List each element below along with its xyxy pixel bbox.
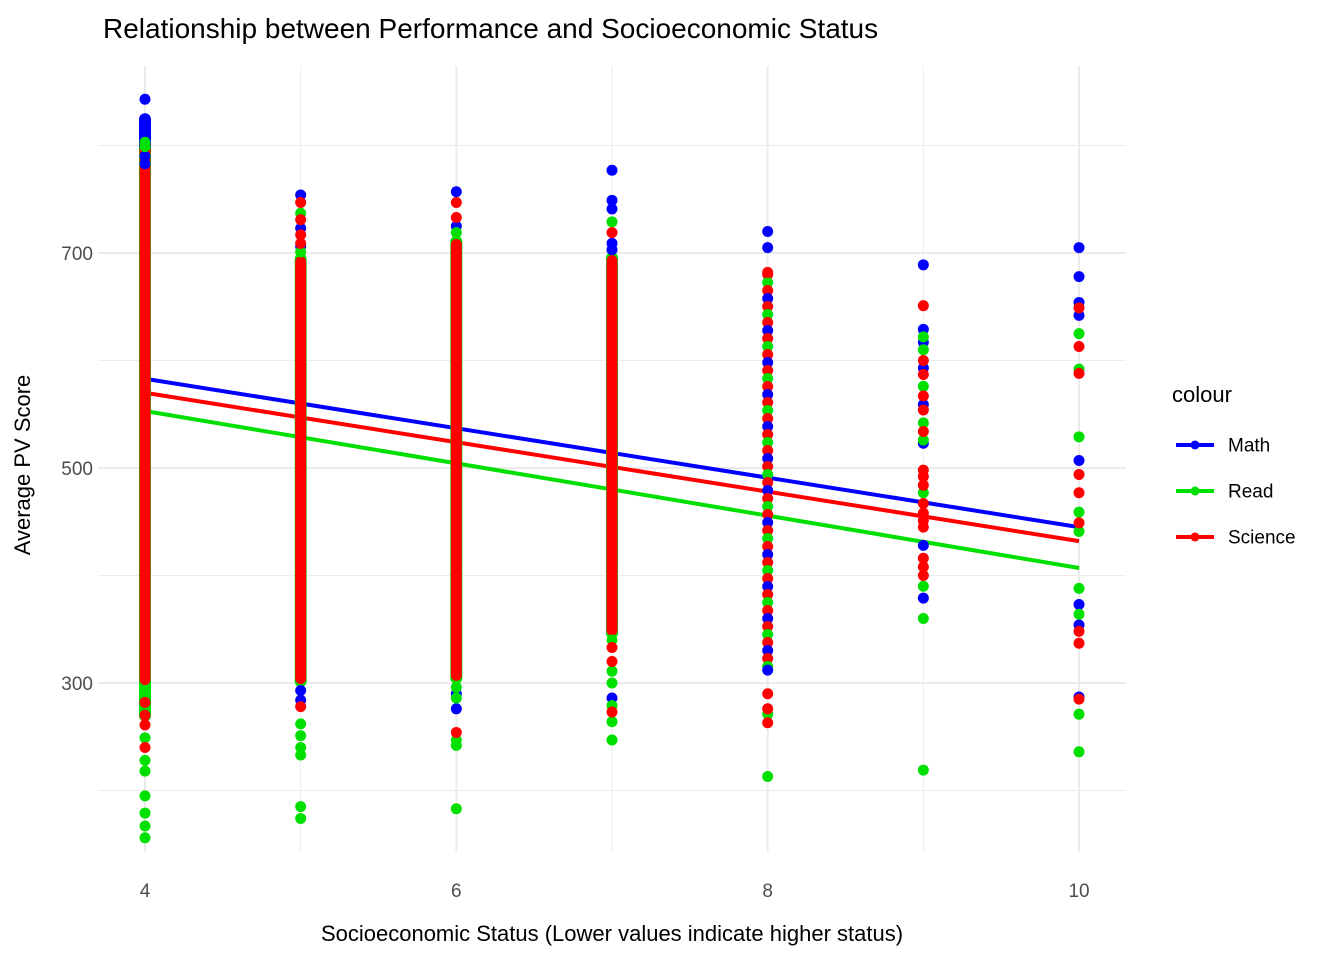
y-tick-label: 700	[61, 244, 93, 265]
x-tick-label: 6	[451, 881, 462, 902]
legend-key-dot-math	[1190, 440, 1200, 450]
legend: colour Math Read Science	[1172, 382, 1296, 549]
x-tick-label: 8	[762, 881, 773, 902]
legend-entry-read: Read	[1176, 482, 1273, 503]
legend-key-dot-science	[1190, 532, 1200, 542]
x-tick-label: 4	[140, 881, 151, 902]
legend-label-math: Math	[1228, 436, 1270, 457]
points-read	[139, 136, 1085, 844]
legend-entry-science: Science	[1176, 528, 1296, 549]
legend-entry-math: Math	[1176, 436, 1270, 457]
legend-label-science: Science	[1228, 528, 1296, 549]
legend-label-read: Read	[1228, 482, 1273, 503]
x-tick-label: 10	[1068, 881, 1089, 902]
dense-strip-science-ses5	[295, 256, 307, 685]
y-tick-label: 500	[61, 459, 93, 480]
legend-entries: Math Read Science	[1176, 436, 1296, 549]
y-axis-title: Average PV Score	[10, 375, 35, 556]
data-points	[139, 93, 1085, 844]
dense-strip-science-ses7	[606, 255, 618, 636]
x-axis-title: Socioeconomic Status (Lower values indic…	[321, 921, 903, 946]
dense-strip-science-ses6	[450, 239, 462, 681]
legend-key-dot-read	[1190, 486, 1200, 496]
dense-point-strips	[139, 113, 774, 722]
x-tick-labels: 4 6 8 10	[140, 881, 1090, 902]
y-tick-label: 300	[61, 674, 93, 695]
y-tick-labels: 300 500 700	[61, 244, 93, 695]
points-science	[139, 196, 1085, 753]
dense-strip-science-ses4	[139, 139, 151, 686]
legend-title: colour	[1172, 382, 1232, 407]
chart-title: Relationship between Performance and Soc…	[103, 13, 878, 44]
